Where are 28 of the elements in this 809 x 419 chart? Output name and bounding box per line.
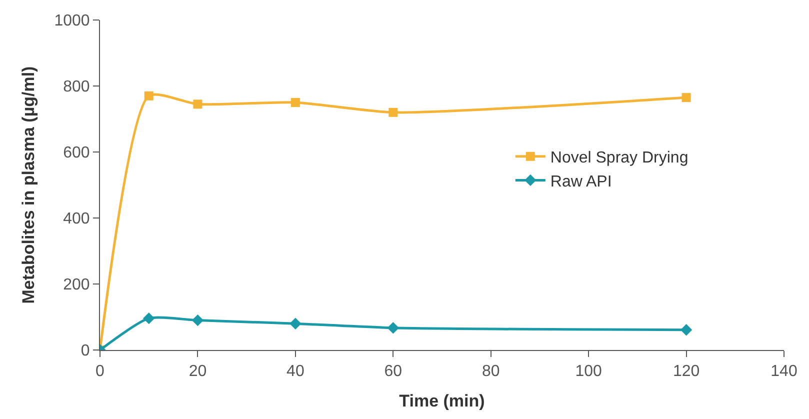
x-axis-title: Time (min)	[399, 392, 485, 411]
y-tick-label: 1000	[54, 12, 90, 30]
point	[144, 91, 154, 100]
x-tick-label: 100	[575, 363, 602, 380]
point	[387, 322, 399, 334]
y-tick-label: 800	[63, 78, 90, 96]
x-tick-label: 120	[672, 363, 700, 380]
x-tick-label: 140	[770, 363, 798, 380]
x-tick-label: 60	[384, 363, 402, 380]
y-tick-label: 0	[80, 342, 90, 360]
point	[388, 108, 398, 117]
x-tick-label: 20	[188, 363, 207, 380]
point	[680, 324, 692, 336]
point	[143, 312, 155, 324]
point	[192, 314, 204, 326]
y-axis-title: Metabolites in plasma (µg/ml)	[18, 66, 38, 304]
y-tick-label: 400	[63, 210, 90, 228]
x-tick-label: 40	[286, 363, 304, 380]
point	[193, 100, 202, 109]
point	[290, 318, 302, 330]
legend-label: Novel Spray Drying	[550, 150, 688, 167]
point	[682, 93, 691, 102]
y-tick-label: 200	[63, 276, 90, 294]
x-tick-label: 80	[482, 363, 500, 380]
y-tick-label: 600	[63, 144, 90, 162]
x-tick-label: 0	[96, 363, 105, 380]
legend-label: Raw API	[550, 173, 612, 190]
point	[290, 98, 300, 107]
